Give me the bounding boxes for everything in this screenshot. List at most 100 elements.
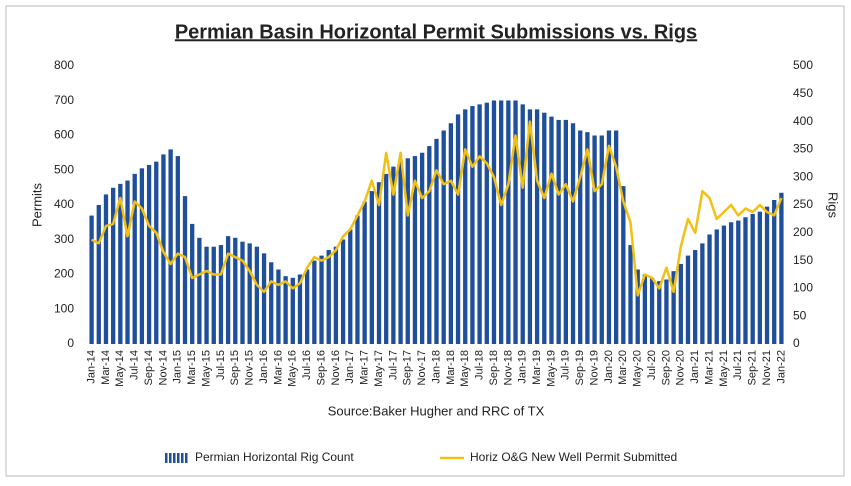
- y-tick-label: 700: [54, 93, 74, 107]
- bar: [139, 168, 145, 344]
- bar: [283, 276, 288, 344]
- bar: [678, 263, 683, 344]
- legend-swatch: [185, 453, 188, 463]
- x-tick-label: Sep-14: [143, 350, 155, 385]
- bar: [463, 109, 468, 344]
- bar: [132, 173, 137, 344]
- bar: [649, 277, 655, 344]
- y2-tick-label: 100: [793, 281, 813, 295]
- x-tick-label: May-14: [114, 350, 126, 387]
- bar: [549, 116, 554, 344]
- bar: [714, 229, 719, 344]
- bar: [441, 130, 446, 344]
- legend-swatch: [169, 453, 172, 463]
- bar: [369, 191, 374, 344]
- x-tick-label: Nov-18: [502, 350, 514, 385]
- bar: [218, 245, 224, 344]
- bar: [599, 135, 604, 344]
- bar: [110, 187, 116, 344]
- line: [91, 120, 783, 297]
- y2-axis-title: Rigs: [826, 192, 841, 219]
- x-tick-label: Mar-19: [531, 350, 543, 385]
- y-tick-label: 600: [54, 128, 74, 142]
- bar: [362, 201, 367, 344]
- bar: [499, 100, 504, 344]
- x-tick-label: Jan-14: [85, 350, 97, 384]
- bar: [470, 106, 475, 344]
- bar: [606, 130, 612, 344]
- bar: [376, 182, 382, 344]
- x-tick-label: Mar-21: [703, 350, 715, 385]
- bar: [419, 152, 425, 344]
- bar: [340, 239, 346, 344]
- x-tick-label: Mar-14: [100, 350, 112, 385]
- y-tick-label: 0: [67, 336, 74, 350]
- bar: [391, 166, 396, 344]
- bar: [513, 100, 518, 344]
- bar: [175, 156, 180, 344]
- bar: [182, 196, 188, 344]
- bar: [628, 245, 633, 344]
- y-tick-label: 100: [54, 301, 74, 315]
- bar: [154, 161, 159, 344]
- bar: [484, 102, 489, 344]
- legend-swatch: [177, 453, 180, 463]
- bar: [312, 260, 317, 344]
- bar: [197, 237, 202, 344]
- bar: [254, 246, 260, 344]
- x-tick-label: Jul-15: [215, 350, 227, 380]
- y2-tick-label: 250: [793, 197, 813, 211]
- y2-tick-label: 500: [793, 58, 813, 72]
- bar: [671, 271, 676, 344]
- x-tick-label: Jul-16: [301, 350, 313, 380]
- y2-tick-label: 150: [793, 253, 813, 267]
- bar: [570, 123, 576, 344]
- bar: [333, 246, 339, 344]
- bar: [520, 104, 525, 344]
- x-tick-label: May-20: [632, 350, 644, 387]
- bar: [233, 237, 238, 344]
- bar: [247, 243, 252, 344]
- bar: [693, 250, 698, 344]
- x-tick-label: May-18: [459, 350, 471, 387]
- x-tick-label: Jul-18: [474, 350, 486, 380]
- y-tick-label: 500: [54, 162, 74, 176]
- bar: [592, 135, 597, 344]
- bar: [89, 215, 94, 344]
- legend-swatch: [181, 453, 184, 463]
- y-tick-label: 300: [54, 232, 74, 246]
- bar: [398, 161, 403, 344]
- bar: [225, 236, 231, 344]
- x-tick-label: Nov-21: [761, 350, 773, 385]
- bar: [779, 192, 784, 344]
- x-tick-label: Mar-18: [445, 350, 457, 385]
- y2-tick-label: 300: [793, 169, 813, 183]
- bar: [585, 132, 590, 344]
- bar: [563, 119, 568, 344]
- bar: [427, 146, 432, 344]
- bar: [146, 164, 152, 344]
- bar: [621, 186, 626, 344]
- legend-swatch: [173, 453, 176, 463]
- bar: [434, 138, 439, 344]
- bar: [96, 205, 101, 344]
- x-tick-label: Nov-14: [157, 350, 169, 385]
- bar: [542, 112, 547, 344]
- bar: [491, 100, 497, 344]
- x-tick-label: Jan-18: [430, 350, 442, 384]
- x-tick-label: Sep-18: [488, 350, 500, 385]
- bar: [103, 194, 109, 344]
- legend-label: Permian Horizontal Rig Count: [195, 450, 354, 464]
- x-tick-label: Sep-19: [574, 350, 586, 385]
- bar: [204, 246, 209, 344]
- bar: [506, 100, 511, 344]
- x-tick-label: Jul-19: [560, 350, 572, 380]
- x-tick-label: Jan-16: [258, 350, 270, 384]
- bar: [125, 180, 130, 344]
- x-tick-label: May-21: [718, 350, 730, 387]
- bar: [118, 183, 123, 344]
- bar: [412, 156, 418, 344]
- y2-tick-label: 0: [793, 336, 800, 350]
- bar: [319, 255, 324, 344]
- x-tick-label: May-16: [287, 350, 299, 387]
